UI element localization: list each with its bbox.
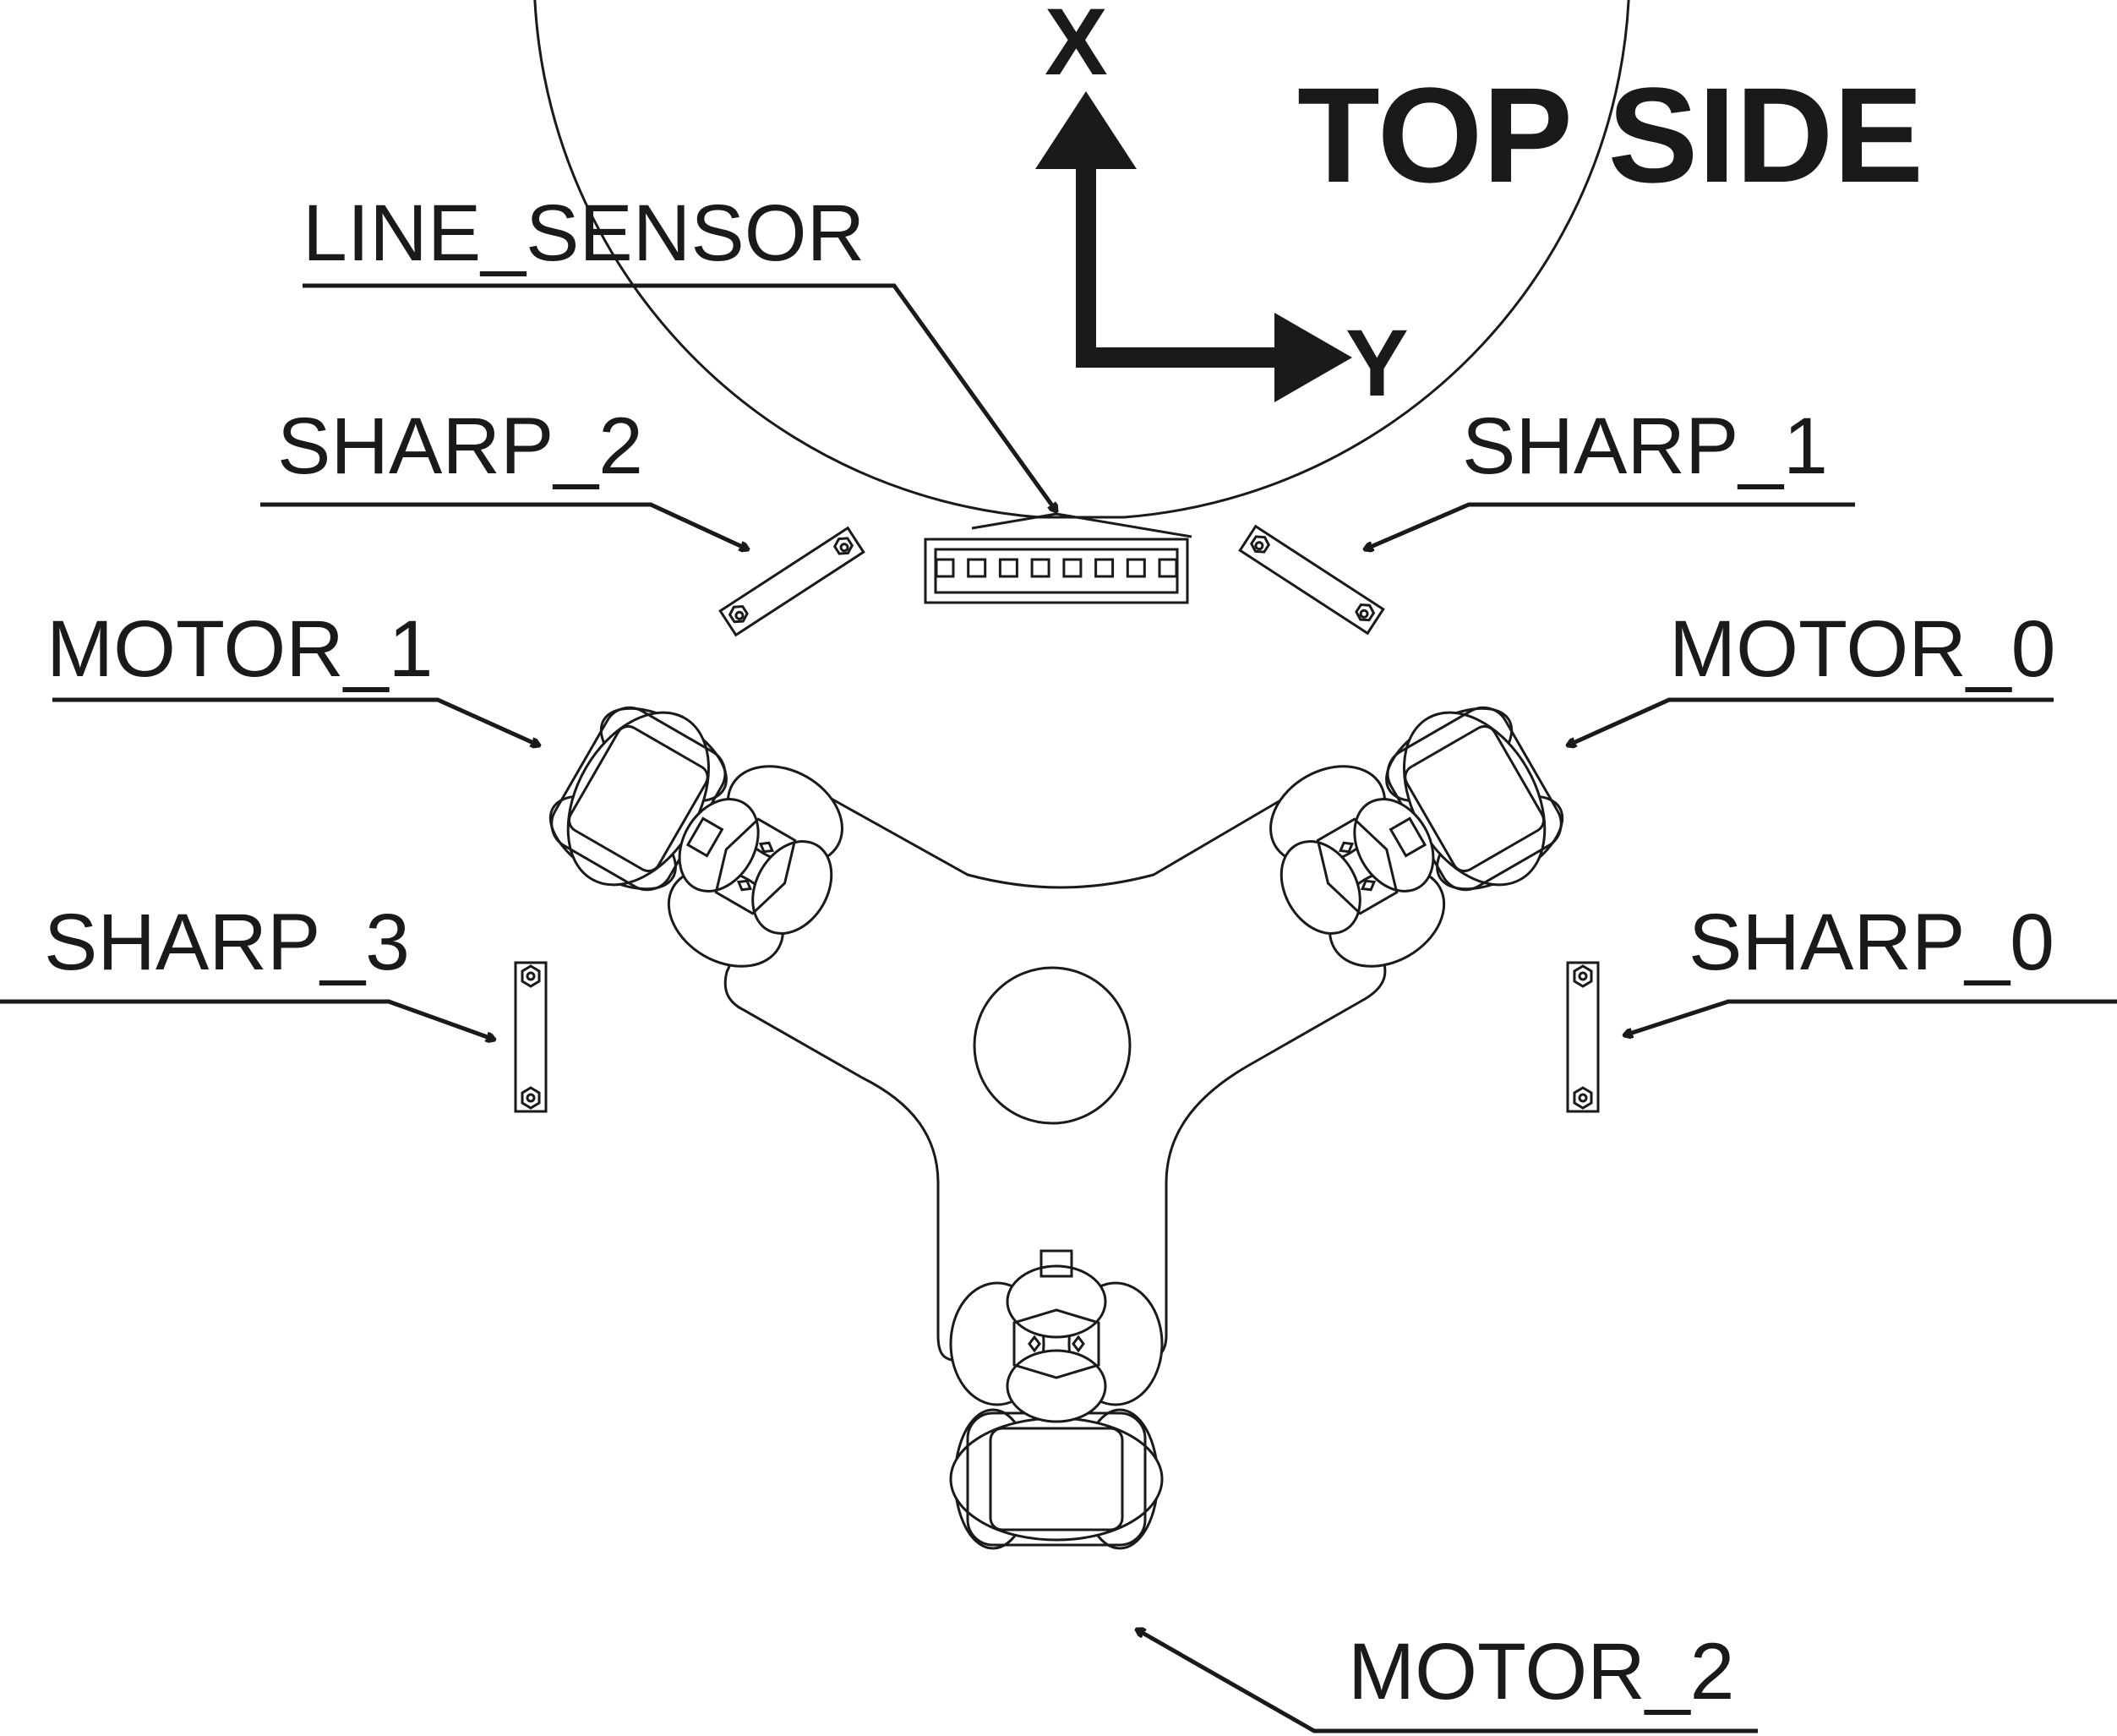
- motor-2-omni-wheel-icon: [949, 1249, 1164, 1550]
- motor-1-leader: [52, 697, 539, 745]
- line-sensor-leader: [303, 283, 1056, 511]
- center-hub: [973, 966, 1132, 1125]
- sharp-3-sensor-icon: [514, 961, 548, 1113]
- sharp-2-sensor-icon: [718, 526, 865, 637]
- y-axis-label: Y: [1345, 310, 1409, 416]
- line-sensor-cell: [1126, 558, 1146, 578]
- line-sensor-cell: [1062, 558, 1083, 578]
- line-sensor-cell: [1030, 558, 1050, 578]
- motor-1-omni-wheel-icon: [548, 706, 843, 968]
- sharp-0-sensor-icon: [1566, 961, 1600, 1113]
- robot-chassis: [514, 0, 1630, 1550]
- line-sensor-label: LINE_SENSOR: [303, 188, 865, 278]
- line-sensor-cell: [967, 558, 987, 578]
- motor-0-omni-wheel-icon: [1269, 706, 1564, 968]
- motor-2-label: MOTOR_2: [1348, 1627, 1735, 1717]
- motor-0-leader: [1568, 697, 2054, 745]
- body-plate: [723, 794, 1387, 1362]
- line-sensor-cell: [935, 558, 955, 578]
- y-axis-arrow-icon: [1274, 313, 1352, 402]
- sharp-1-label: SHARP_1: [1462, 401, 1828, 491]
- line-sensor-array-icon: [924, 512, 1192, 604]
- sharp-2-leader: [260, 502, 748, 549]
- sharp-3-label: SHARP_3: [44, 898, 410, 987]
- sharp-3-leader: [0, 999, 494, 1040]
- line-sensor-cell: [1094, 558, 1115, 578]
- chassis-outline: [533, 0, 1630, 519]
- sharp-1-sensor-icon: [1238, 524, 1385, 636]
- sharp-2-label: SHARP_2: [277, 401, 643, 491]
- sharp-1-leader: [1365, 502, 1855, 549]
- coordinate-axes: X Y: [1035, 0, 1409, 416]
- x-axis-arrow-icon: [1035, 91, 1137, 169]
- motor-2-leader: [1137, 1630, 1758, 1733]
- line-sensor-cell: [1158, 558, 1178, 578]
- motor-1-label: MOTOR_1: [46, 604, 434, 694]
- line-sensor-cell: [998, 558, 1018, 578]
- sharp-0-leader: [1624, 999, 2117, 1035]
- diagram-title: TOP SIDE: [1297, 59, 1923, 210]
- sharp-0-label: SHARP_0: [1689, 898, 2054, 987]
- x-axis-label: X: [1045, 0, 1108, 95]
- motor-0-label: MOTOR_0: [1669, 604, 2056, 694]
